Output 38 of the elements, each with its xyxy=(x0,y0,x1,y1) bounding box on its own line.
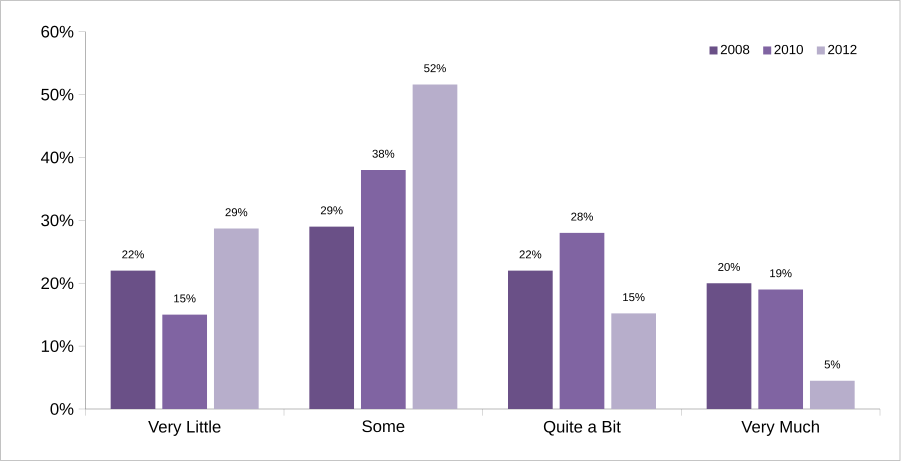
data-label: 22% xyxy=(122,250,144,258)
data-label: 28% xyxy=(571,212,593,221)
y-tick-label: 10% xyxy=(42,340,74,352)
data-label: 38% xyxy=(372,150,394,158)
bar xyxy=(810,380,855,409)
data-label: 15% xyxy=(623,293,645,302)
data-label: 20% xyxy=(718,262,740,271)
bar xyxy=(611,313,656,409)
bar xyxy=(758,290,804,409)
data-label: 15% xyxy=(174,294,196,302)
y-tick-label: 40% xyxy=(40,152,74,164)
x-tick-label: Very Much xyxy=(741,420,819,436)
data-label: 29% xyxy=(226,208,248,216)
data-label: 5% xyxy=(824,360,840,368)
y-tick-label: 0% xyxy=(50,403,74,415)
bar xyxy=(110,270,156,409)
data-label: 19% xyxy=(770,269,792,278)
bar xyxy=(214,228,259,409)
bar xyxy=(560,232,604,409)
legend-label: 2010 xyxy=(774,44,803,54)
bar xyxy=(162,314,208,409)
y-tick-label: 60% xyxy=(41,26,74,38)
data-label: 29% xyxy=(320,206,343,214)
y-tick-label: 20% xyxy=(41,277,74,290)
x-tick-label: Some xyxy=(362,420,404,432)
bar xyxy=(706,283,752,409)
bar xyxy=(309,226,354,409)
y-tick-label: 50% xyxy=(41,88,74,100)
data-label: 52% xyxy=(424,64,446,72)
x-tick-label: Very Little xyxy=(148,420,221,436)
legend-label: 2012 xyxy=(828,44,857,54)
y-tick-label: 30% xyxy=(41,214,74,226)
bar xyxy=(412,84,458,409)
legend-label: 2008 xyxy=(720,44,750,54)
bar xyxy=(508,270,553,409)
x-tick-label: Quite a Bit xyxy=(544,420,621,436)
bar xyxy=(360,170,406,409)
data-label: 22% xyxy=(520,250,542,258)
